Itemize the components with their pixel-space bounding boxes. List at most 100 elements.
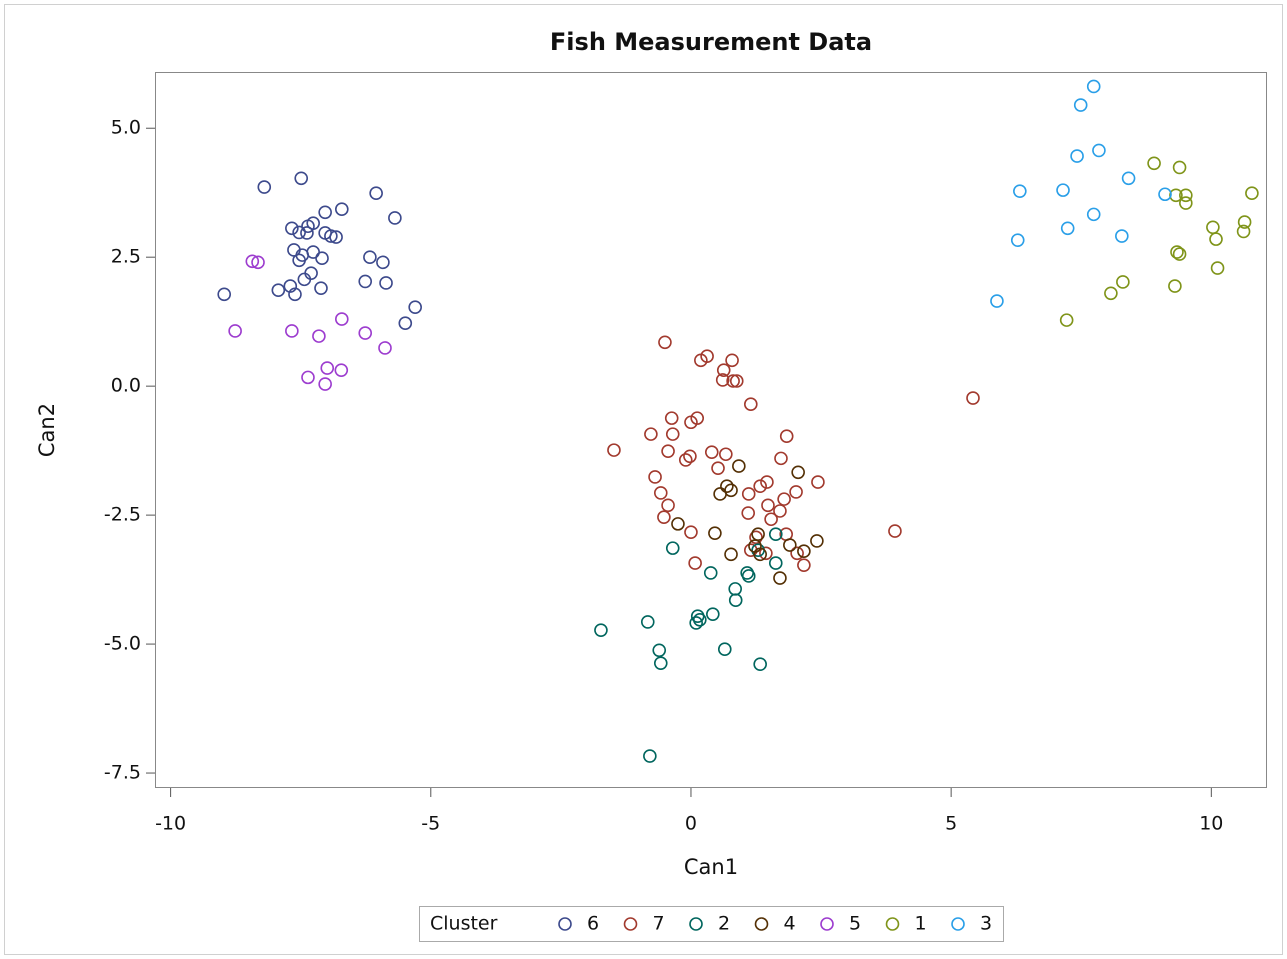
point — [811, 475, 825, 489]
point — [369, 186, 383, 201]
point — [324, 229, 338, 243]
legend-label: 7 — [653, 913, 665, 935]
y-tick-label: 5.0 — [111, 117, 141, 139]
point — [661, 444, 675, 458]
point — [301, 370, 315, 385]
point — [732, 459, 746, 473]
point — [724, 547, 738, 562]
point — [773, 504, 787, 518]
x-tick-label: -10 — [155, 813, 186, 835]
point — [228, 324, 242, 338]
point — [720, 479, 734, 494]
point — [661, 498, 675, 513]
point — [665, 541, 680, 555]
point — [1245, 186, 1259, 201]
point — [790, 546, 804, 561]
point — [1086, 207, 1101, 222]
point — [1206, 220, 1220, 235]
point — [300, 226, 314, 240]
point — [653, 486, 668, 500]
point — [376, 255, 390, 270]
point — [708, 526, 722, 540]
point — [966, 391, 980, 405]
point — [318, 377, 332, 391]
point — [726, 374, 740, 388]
point — [664, 411, 679, 425]
point — [657, 510, 671, 524]
point — [1073, 98, 1088, 112]
point — [700, 349, 714, 364]
point — [653, 656, 668, 670]
point — [1236, 224, 1251, 239]
point — [644, 427, 658, 441]
point — [285, 324, 299, 338]
point — [640, 615, 655, 629]
point — [725, 353, 739, 368]
point — [716, 363, 731, 377]
point — [379, 276, 393, 290]
point — [1010, 233, 1025, 247]
point — [335, 312, 349, 326]
point — [678, 453, 693, 467]
point — [398, 316, 413, 331]
point — [378, 341, 392, 355]
point — [1086, 79, 1101, 94]
point — [810, 534, 824, 548]
point — [1059, 313, 1074, 327]
point — [683, 449, 697, 464]
point — [703, 566, 718, 580]
point — [768, 527, 783, 542]
point — [594, 623, 608, 637]
point — [684, 525, 698, 539]
y-tick-label: 0.0 — [111, 375, 141, 397]
x-axis-label: Can1 — [684, 855, 738, 879]
y-tick-label: -7.5 — [104, 762, 141, 784]
point — [315, 251, 329, 266]
point — [1056, 183, 1070, 197]
point — [753, 657, 767, 671]
point — [797, 544, 811, 559]
point — [1116, 275, 1130, 289]
point — [773, 571, 787, 585]
legend-box — [419, 906, 1004, 942]
point — [318, 205, 332, 220]
y-axis-label: Can2 — [35, 403, 59, 457]
point — [791, 465, 805, 480]
y-tick-label: -5.0 — [104, 633, 141, 655]
x-tick-label: -5 — [421, 813, 440, 835]
point — [607, 443, 621, 457]
point — [729, 374, 744, 388]
point — [1104, 286, 1118, 301]
point — [652, 643, 667, 658]
y-tick-label: -2.5 — [104, 504, 141, 526]
point — [1170, 245, 1184, 259]
x-tick-label: 5 — [945, 813, 957, 835]
legend-marker — [558, 917, 572, 931]
point — [688, 556, 702, 570]
legend-marker — [689, 917, 703, 931]
point — [1060, 221, 1075, 236]
point — [751, 527, 765, 542]
point — [251, 255, 265, 270]
point — [990, 294, 1004, 308]
point — [320, 361, 335, 375]
legend-label: 4 — [784, 913, 796, 935]
point — [329, 230, 343, 244]
point — [728, 582, 742, 596]
point — [297, 272, 312, 287]
point — [719, 447, 733, 462]
legend-marker — [754, 917, 769, 931]
point — [777, 492, 791, 506]
legend-label: 3 — [980, 913, 992, 935]
point — [665, 427, 680, 441]
point — [764, 512, 778, 527]
point — [1092, 143, 1106, 158]
point — [314, 281, 328, 295]
point — [713, 487, 727, 501]
point — [753, 479, 767, 494]
point — [408, 300, 422, 315]
point — [334, 363, 349, 377]
chart-title: Fish Measurement Data — [550, 28, 872, 56]
point — [335, 202, 349, 217]
